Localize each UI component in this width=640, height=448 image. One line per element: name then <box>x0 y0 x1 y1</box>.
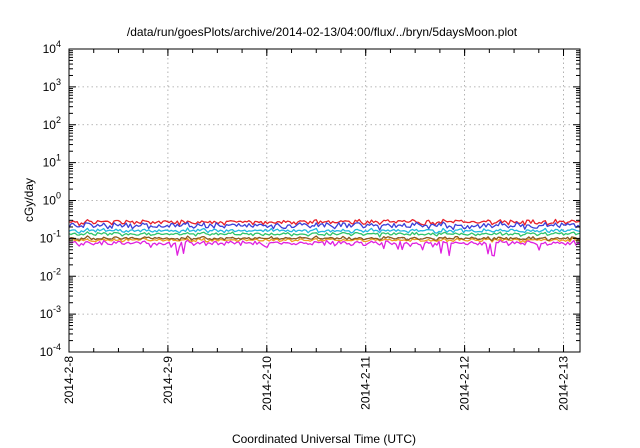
y-tick-label: 10-3 <box>40 304 61 321</box>
x-tick-label: 2014-2-11 <box>359 356 373 410</box>
series-line <box>68 221 581 231</box>
x-tick-label: 2014-2-9 <box>161 356 175 404</box>
x-tick-label: 2014-2-10 <box>260 356 274 411</box>
grid <box>69 49 580 352</box>
y-tick-label: 103 <box>43 77 61 94</box>
x-tick-label: 2014-2-12 <box>458 356 472 411</box>
y-tick-label: 100 <box>43 191 61 208</box>
y-tick-label: 104 <box>43 39 61 56</box>
y-tick-label: 102 <box>43 115 61 132</box>
x-tick-label: 2014-2-8 <box>62 356 76 404</box>
tick-marks <box>68 48 580 353</box>
series-line <box>68 239 581 257</box>
y-tick-label: 10-4 <box>40 342 61 359</box>
series-line <box>68 227 581 234</box>
y-axis-title: cGy/day <box>22 178 36 222</box>
x-tick-label: 2014-2-13 <box>557 356 571 411</box>
series-line <box>68 237 581 244</box>
x-axis-title: Coordinated Universal Time (UTC) <box>232 432 416 446</box>
y-tick-labels: 104 103 102 101 100 10-1 10-2 10-3 10-4 <box>40 39 61 359</box>
chart-title: /data/run/goesPlots/archive/2014-02-13/0… <box>127 25 518 39</box>
series-line <box>68 235 581 242</box>
series-line <box>68 231 581 238</box>
series-line <box>68 218 581 227</box>
y-tick-label: 10-2 <box>40 266 61 283</box>
x-tick-labels: 2014-2-8 2014-2-9 2014-2-10 2014-2-11 2014-2… <box>62 356 571 411</box>
y-tick-label: 101 <box>43 153 61 170</box>
series-group <box>68 218 581 257</box>
y-tick-label: 10-1 <box>40 228 61 245</box>
